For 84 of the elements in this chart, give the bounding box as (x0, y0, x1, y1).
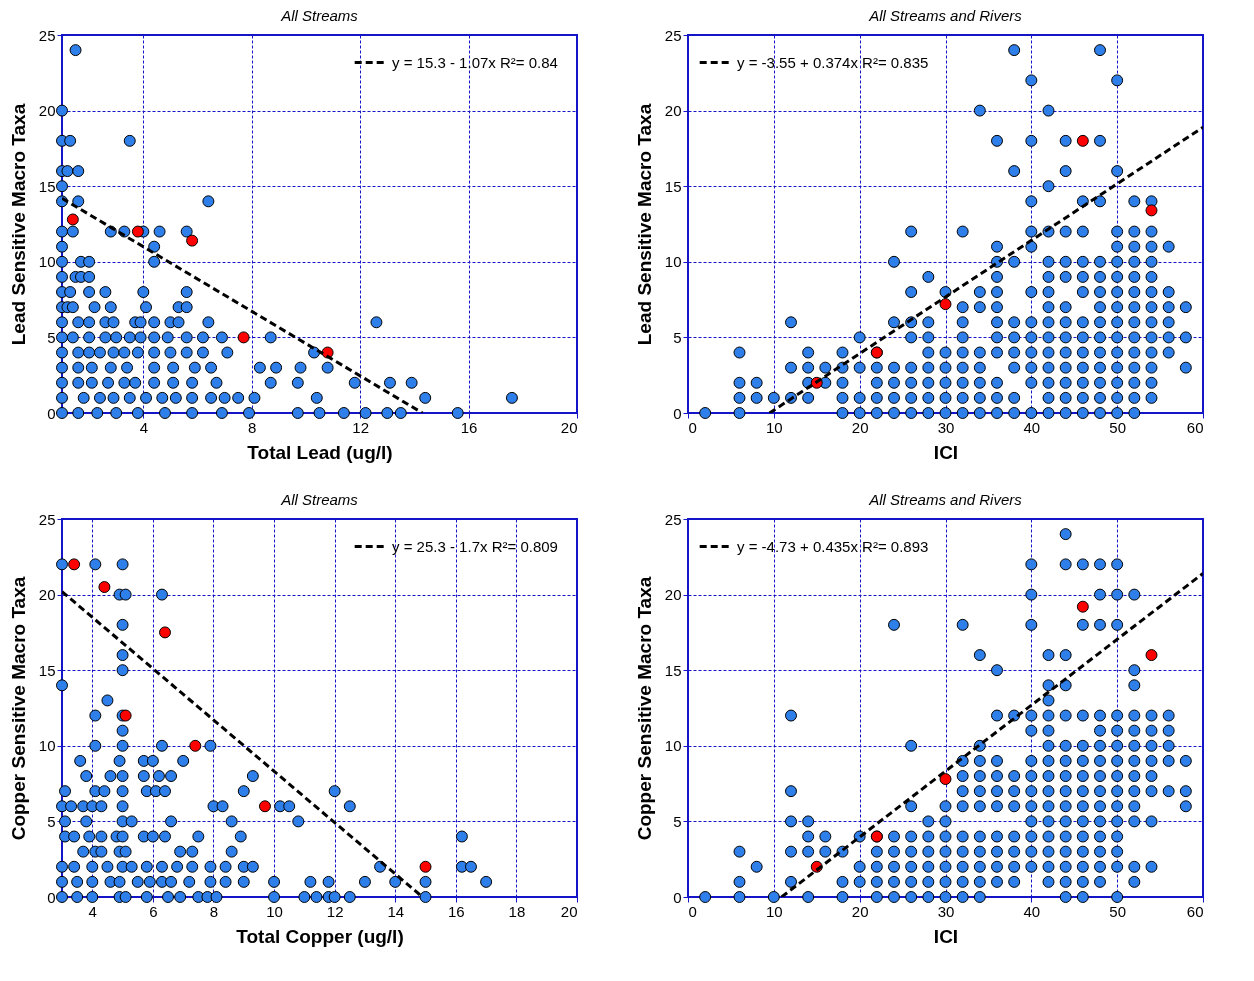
x-tick-label: 0 (688, 902, 697, 920)
x-tick-label: 0 (688, 418, 697, 436)
x-tick-label: 60 (1186, 418, 1204, 436)
point (66, 213, 79, 226)
x-tick-label: 20 (560, 418, 578, 436)
point (939, 298, 952, 311)
chart-title: All Streams (280, 7, 359, 24)
x-tick-label: 4 (139, 418, 148, 436)
x-tick-label: 16 (447, 902, 465, 920)
y-tick-label: 20 (664, 102, 682, 120)
point (1076, 600, 1089, 613)
y-tick-label: 15 (664, 177, 682, 195)
legend-label: y = -3.55 + 0.374x R²= 0.835 (737, 53, 929, 71)
y-tick-label: 25 (664, 510, 682, 528)
y-axis-title: Copper Sensitive Macro Taxa (633, 576, 655, 841)
x-tick-label: 40 (1023, 902, 1041, 920)
x-tick-label: 6 (149, 902, 158, 920)
x-tick-label: 30 (937, 902, 955, 920)
y-tick-label: 5 (47, 812, 56, 830)
x-axis-title: Total Copper (ug/l) (236, 925, 404, 947)
point (419, 860, 432, 873)
y-tick-label: 15 (38, 177, 56, 195)
x-tick-label: 10 (765, 902, 783, 920)
y-tick-label: 25 (664, 26, 682, 44)
point (1076, 134, 1089, 147)
point (1145, 204, 1158, 217)
x-tick-label: 12 (352, 418, 369, 436)
x-axis-title: ICI (933, 441, 959, 463)
y-tick-label: 0 (673, 888, 682, 906)
x-tick-label: 30 (937, 418, 955, 436)
x-tick-label: 50 (1109, 418, 1127, 436)
point (159, 626, 171, 639)
point (237, 331, 250, 344)
y-tick-label: 10 (664, 253, 682, 271)
y-tick-label: 20 (664, 586, 682, 604)
x-tick-label: 12 (326, 902, 344, 920)
x-tick-label: 20 (851, 902, 869, 920)
y-tick-label: 15 (38, 661, 56, 679)
point (189, 739, 202, 752)
point (186, 234, 199, 247)
y-axis-title: Copper Sensitive Macro Taxa (7, 576, 29, 841)
y-tick-label: 5 (47, 328, 56, 346)
x-tick-label: 50 (1109, 902, 1127, 920)
y-tick-label: 20 (38, 102, 56, 120)
x-tick-label: 60 (1186, 902, 1204, 920)
x-tick-label: 18 (508, 902, 526, 920)
x-tick-label: 8 (248, 418, 257, 436)
x-tick-label: 20 (560, 902, 578, 920)
x-tick-label: 4 (88, 902, 97, 920)
x-tick-label: 8 (209, 902, 219, 920)
y-axis-title: Lead Sensitive Macro Taxa (633, 103, 655, 346)
y-tick-label: 25 (38, 510, 56, 528)
point (68, 558, 81, 571)
y-tick-label: 0 (47, 404, 56, 422)
legend-label: y = -4.73 + 0.435x R²= 0.893 (737, 537, 929, 555)
x-tick-label: 40 (1023, 418, 1041, 436)
x-tick-label: 10 (266, 902, 283, 920)
y-tick-label: 10 (38, 253, 56, 271)
y-tick-label: 0 (47, 888, 56, 906)
y-tick-label: 10 (664, 737, 682, 755)
x-tick-label: 14 (387, 902, 405, 920)
y-tick-label: 20 (38, 586, 56, 604)
x-tick-label: 20 (851, 418, 869, 436)
point (258, 800, 271, 813)
chart-title: All Streams and Rivers (868, 491, 1023, 508)
x-axis-title: Total Lead (ug/l) (247, 441, 393, 463)
point (98, 581, 111, 594)
y-tick-label: 5 (673, 812, 682, 830)
legend-label: y = 25.3 - 1.7x R²= 0.809 (392, 537, 558, 555)
y-tick-label: 15 (664, 661, 682, 679)
x-axis-title: ICI (933, 925, 959, 947)
point (939, 773, 952, 786)
chart-title: All Streams and Rivers (868, 7, 1023, 24)
point (131, 225, 144, 238)
point (1145, 649, 1158, 662)
y-tick-label: 5 (673, 328, 682, 346)
y-axis-title: Lead Sensitive Macro Taxa (7, 103, 29, 346)
y-tick-label: 0 (673, 404, 682, 422)
y-tick-label: 10 (38, 737, 56, 755)
legend-label: y = 15.3 - 1.07x R²= 0.84 (392, 53, 558, 71)
y-tick-label: 25 (38, 26, 56, 44)
x-tick-label: 10 (765, 418, 783, 436)
x-tick-label: 16 (460, 418, 478, 436)
chart-title: All Streams (280, 491, 359, 508)
